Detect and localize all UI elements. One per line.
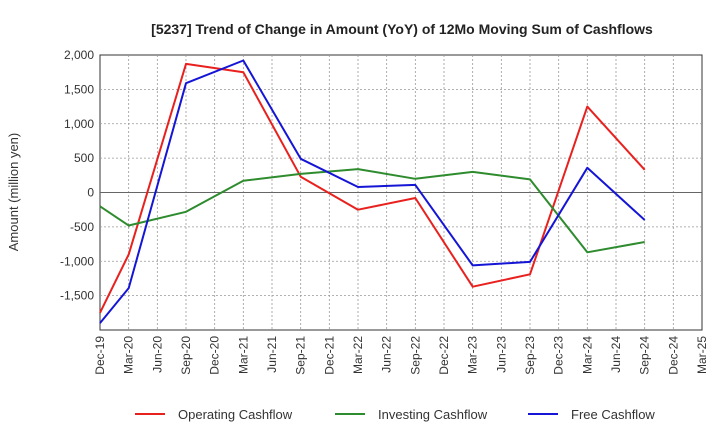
legend-label: Operating Cashflow	[178, 407, 293, 422]
x-tick-label: Mar-25	[695, 336, 709, 374]
x-tick-label: Sep-22	[408, 336, 422, 375]
series-line-free-cashflow	[99, 59, 646, 324]
x-tick-label: Mar-22	[351, 336, 365, 374]
y-tick-label: 1,500	[64, 82, 94, 96]
x-tick-label: Dec-23	[552, 336, 566, 375]
x-tick-label: Dec-19	[93, 336, 107, 375]
x-tick-label: Jun-21	[265, 336, 279, 373]
chart-title: [5237] Trend of Change in Amount (YoY) o…	[151, 21, 653, 37]
x-tick-label: Dec-22	[437, 336, 451, 375]
x-tick-label: Sep-24	[638, 336, 652, 375]
y-axis-label: Amount (million yen)	[6, 133, 21, 252]
y-tick-label: -1,000	[60, 254, 94, 268]
x-tick-label: Jun-22	[380, 336, 394, 373]
x-tick-label: Jun-23	[494, 336, 508, 373]
x-tick-label: Dec-20	[208, 336, 222, 375]
y-tick-label: 1,000	[64, 117, 94, 131]
series-line-investing-cashflow	[99, 168, 645, 254]
x-tick-label: Mar-21	[236, 336, 250, 374]
x-tick-label: Dec-21	[322, 336, 336, 375]
y-tick-label: 500	[74, 151, 94, 165]
y-tick-label: -1,500	[60, 289, 94, 303]
legend-label: Investing Cashflow	[378, 407, 488, 422]
x-tick-label: Sep-21	[294, 336, 308, 375]
x-tick-label: Mar-24	[580, 336, 594, 374]
y-tick-label: 2,000	[64, 48, 94, 62]
x-tick-label: Jun-24	[609, 336, 623, 373]
y-tick-label: 0	[87, 186, 94, 200]
x-tick-label: Sep-23	[523, 336, 537, 375]
x-tick-label: Dec-24	[666, 336, 680, 375]
legend-label: Free Cashflow	[571, 407, 655, 422]
x-tick-label: Jun-20	[150, 336, 164, 373]
series-line-operating-cashflow	[99, 62, 646, 314]
x-tick-label: Mar-20	[122, 336, 136, 374]
y-tick-label: -500	[70, 220, 94, 234]
x-tick-label: Mar-23	[466, 336, 480, 374]
x-tick-label: Sep-20	[179, 336, 193, 375]
